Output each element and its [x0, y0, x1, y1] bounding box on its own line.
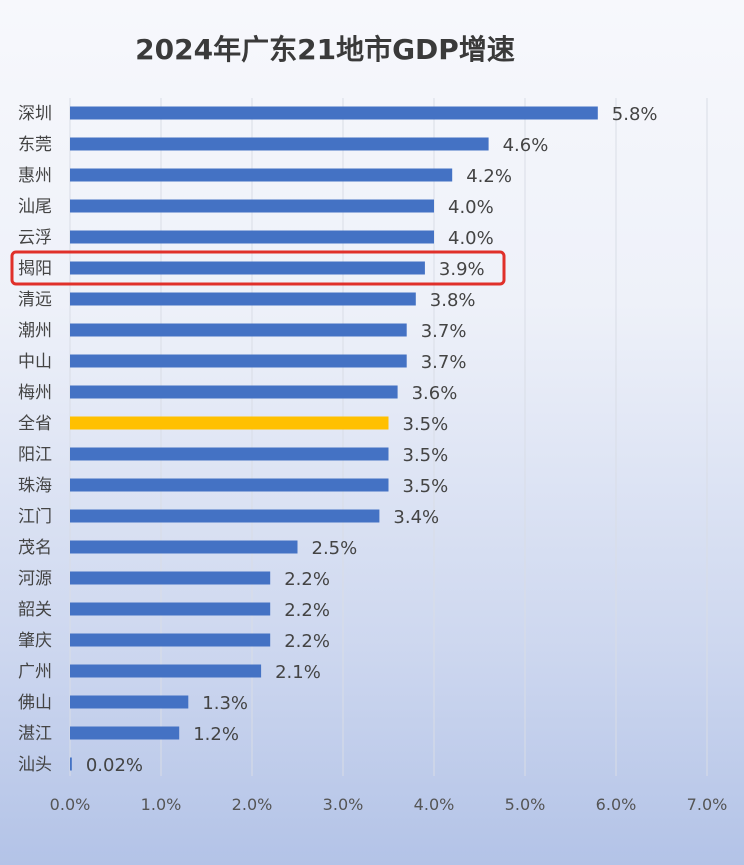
bar [70, 199, 434, 213]
data-label: 4.0% [448, 197, 494, 218]
category-label: 深圳 [18, 104, 52, 124]
data-label: 4.2% [466, 166, 512, 187]
bar [70, 292, 416, 306]
data-label: 4.6% [503, 135, 549, 156]
category-label: 清远 [18, 290, 52, 310]
data-label: 1.3% [202, 693, 248, 714]
bar [70, 571, 271, 585]
category-label: 佛山 [18, 693, 52, 713]
bar [70, 757, 72, 771]
x-tick-label: 4.0% [414, 795, 455, 814]
x-tick-label: 3.0% [323, 795, 364, 814]
x-tick-label: 2.0% [232, 795, 273, 814]
x-tick-label: 1.0% [141, 795, 182, 814]
data-label: 2.2% [284, 600, 330, 621]
data-label: 3.7% [421, 352, 467, 373]
bar [70, 106, 598, 120]
category-label: 阳江 [18, 445, 52, 465]
data-label: 3.8% [430, 290, 476, 311]
data-label: 3.5% [403, 445, 449, 466]
data-label: 0.02% [86, 755, 143, 776]
bar [70, 137, 489, 151]
highlight-box [10, 250, 506, 286]
bar [70, 230, 434, 244]
bar [70, 602, 271, 616]
data-label: 2.5% [312, 538, 358, 559]
data-label: 3.5% [403, 476, 449, 497]
data-label: 3.5% [403, 414, 449, 435]
bar [70, 509, 380, 523]
category-label: 江门 [18, 507, 52, 527]
category-label: 东莞 [18, 135, 52, 155]
bar [70, 385, 398, 399]
x-tick-label: 5.0% [505, 795, 546, 814]
data-label: 2.2% [284, 569, 330, 590]
category-label: 梅州 [18, 383, 52, 403]
category-label: 惠州 [18, 166, 52, 186]
data-label: 1.2% [193, 724, 239, 745]
x-tick-label: 0.0% [50, 795, 91, 814]
category-label: 全省 [18, 414, 52, 434]
bar [70, 540, 298, 554]
category-label: 珠海 [18, 476, 52, 496]
bar [70, 695, 189, 709]
category-label: 中山 [18, 352, 52, 372]
bar [70, 664, 262, 678]
bar [70, 633, 271, 647]
category-label: 茂名 [18, 538, 52, 558]
bar [70, 168, 453, 182]
bar [70, 416, 389, 430]
data-label: 2.1% [275, 662, 321, 683]
bar [70, 447, 389, 461]
category-label: 汕头 [18, 755, 52, 775]
bar [70, 354, 407, 368]
data-label: 4.0% [448, 228, 494, 249]
category-label: 广州 [18, 662, 52, 682]
bar [70, 478, 389, 492]
bar [70, 261, 425, 275]
data-label: 5.8% [612, 104, 658, 125]
category-label: 河源 [18, 569, 52, 589]
category-label: 湛江 [18, 724, 52, 744]
data-label: 2.2% [284, 631, 330, 652]
data-label: 3.9% [439, 259, 485, 280]
chart-title: 2024年广东21地市GDP增速 [135, 33, 515, 66]
bar [70, 323, 407, 337]
x-tick-label: 7.0% [687, 795, 728, 814]
data-label: 3.7% [421, 321, 467, 342]
category-label: 揭阳 [18, 259, 52, 279]
category-label: 肇庆 [18, 631, 52, 651]
category-label: 云浮 [18, 228, 52, 248]
category-label: 韶关 [18, 600, 52, 620]
data-label: 3.6% [412, 383, 458, 404]
bar [70, 726, 180, 740]
category-label: 汕尾 [18, 197, 52, 217]
category-label: 潮州 [18, 321, 52, 341]
data-label: 3.4% [393, 507, 439, 528]
x-tick-label: 6.0% [596, 795, 637, 814]
